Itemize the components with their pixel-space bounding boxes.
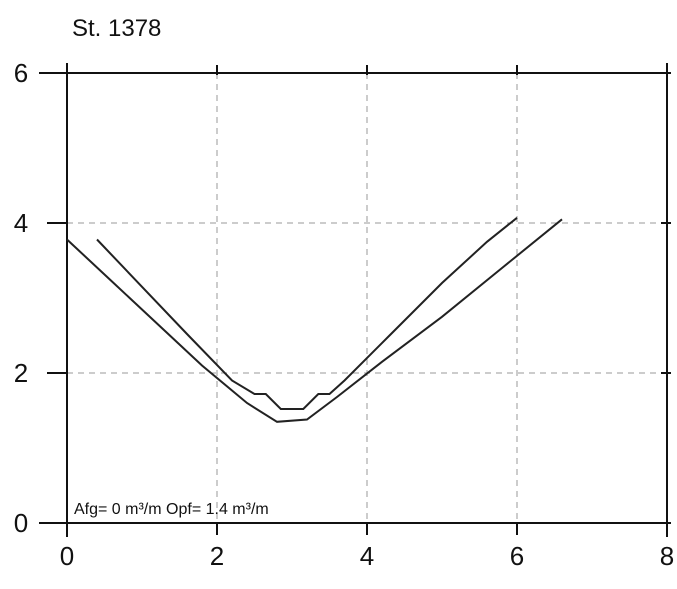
plot-frame — [39, 63, 671, 537]
x-tick-label: 8 — [660, 541, 674, 571]
x-tick-label: 0 — [60, 541, 74, 571]
series-lines — [66, 217, 563, 423]
y-tick-label: 2 — [14, 358, 28, 388]
x-tick-label: 4 — [360, 541, 374, 571]
axis-ticks: 0 2 4 6 8 0 2 4 6 — [14, 58, 674, 571]
x-tick-label: 2 — [210, 541, 224, 571]
chart-title: St. 1378 — [72, 15, 161, 42]
series-line-2 — [96, 217, 518, 410]
y-tick-label: 4 — [14, 208, 28, 238]
x-tick-label: 6 — [510, 541, 524, 571]
grid-lines — [67, 73, 667, 523]
y-tick-label: 0 — [14, 508, 28, 538]
volume-annotation: Afg= 0 m³/m Opf= 1.4 m³/m — [74, 501, 269, 518]
series-line-1 — [66, 218, 563, 423]
y-tick-label: 6 — [14, 58, 28, 88]
